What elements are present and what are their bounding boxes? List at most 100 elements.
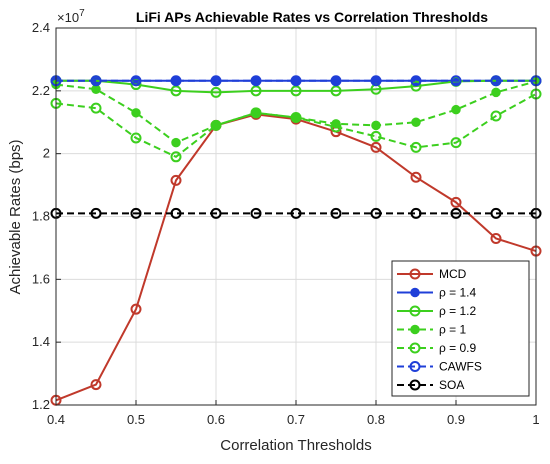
data-point-mcd xyxy=(490,232,502,244)
x-tick-label: 0.7 xyxy=(287,412,305,427)
y-axis-label: Achievable Rates (bps) xyxy=(7,139,24,294)
legend-label: CAWFS xyxy=(439,360,482,374)
x-tick-label: 1 xyxy=(532,412,539,427)
data-point-rho-1 xyxy=(411,117,421,127)
legend-label: ρ = 0.9 xyxy=(439,341,477,355)
legend-item-rho-1: ρ = 1 xyxy=(397,323,467,337)
data-point-rho-0-9 xyxy=(90,102,102,114)
x-axis-label: Correlation Thresholds xyxy=(220,437,371,454)
data-point-rho-1-2 xyxy=(250,85,262,97)
data-point-soa xyxy=(330,207,342,219)
legend-item-soa: SOA xyxy=(397,378,464,392)
legend-swatch-marker xyxy=(409,379,421,391)
data-point-rho-1-2 xyxy=(410,80,422,92)
data-point-rho-0-9 xyxy=(170,151,182,163)
y-tick-label: 2.2 xyxy=(32,83,50,98)
data-point-rho-1 xyxy=(131,108,141,118)
legend-label: SOA xyxy=(439,378,464,392)
data-point-mcd xyxy=(410,171,422,183)
legend-item-mcd: MCD xyxy=(397,267,467,281)
data-point-rho-1 xyxy=(371,120,381,131)
data-point-rho-0-9 xyxy=(490,110,502,122)
legend-swatch-marker xyxy=(410,287,420,298)
data-point-rho-1-2 xyxy=(290,85,302,97)
data-point-soa xyxy=(210,207,222,219)
y-tick-label: 2 xyxy=(43,146,50,161)
data-point-rho-1 xyxy=(171,137,181,148)
data-point-rho-1-2 xyxy=(210,86,222,98)
data-point-cawfs xyxy=(450,75,462,87)
data-point-rho-0-9 xyxy=(370,130,382,142)
data-point-soa xyxy=(370,207,382,219)
data-point-soa xyxy=(90,207,102,219)
legend-label: MCD xyxy=(439,267,467,281)
data-point-soa xyxy=(250,207,262,219)
data-point-soa xyxy=(170,207,182,219)
data-point-rho-1-2 xyxy=(170,85,182,97)
x-tick-label: 0.9 xyxy=(447,412,465,427)
data-point-cawfs xyxy=(130,75,142,87)
legend-swatch-marker xyxy=(409,305,421,317)
series-line-rho-0-9 xyxy=(55,93,537,158)
data-point-soa xyxy=(450,207,462,219)
legend-item-rho-1-2: ρ = 1.2 xyxy=(397,304,477,318)
data-point-rho-0-9 xyxy=(410,141,422,153)
chart-title: LiFi APs Achievable Rates vs Correlation… xyxy=(136,9,488,25)
legend-item-rho-1-4: ρ = 1.4 xyxy=(397,286,477,300)
y-tick-label: 1.2 xyxy=(32,397,50,412)
axis-multiplier-exponent: 7 xyxy=(79,8,85,19)
data-point-rho-0-9 xyxy=(210,119,222,131)
data-point-mcd xyxy=(90,379,102,391)
ticks-layer: 0.4 0.5 0.6 0.7 0.8 0.9 1 1.2 1.4 1.6 1.8 2 2.2 2.4 xyxy=(32,20,540,427)
data-point-mcd xyxy=(130,303,142,315)
legend-label: ρ = 1 xyxy=(439,323,467,337)
y-tick-label: 2.4 xyxy=(32,20,50,35)
series-rho-1 xyxy=(51,76,541,148)
y-tick-label: 1.6 xyxy=(32,271,50,286)
legend-swatch-marker xyxy=(410,324,420,335)
data-point-cawfs xyxy=(90,75,102,87)
legend-label: ρ = 1.2 xyxy=(439,304,477,318)
data-point-cawfs xyxy=(370,75,382,87)
legend-entries: MCD ρ = 1.4 ρ = 1.2 ρ = 1 ρ = 0.9 CAWFS SOA xyxy=(397,267,482,392)
legend-swatch-marker xyxy=(409,342,421,354)
legend-swatch-marker xyxy=(409,268,421,280)
x-tick-label: 0.8 xyxy=(367,412,385,427)
data-point-soa xyxy=(290,207,302,219)
data-point-rho-0-9 xyxy=(250,107,262,119)
data-point-cawfs xyxy=(210,75,222,87)
data-point-rho-1 xyxy=(91,84,101,95)
legend-swatch-marker xyxy=(409,361,421,372)
data-point-cawfs xyxy=(290,75,302,87)
data-point-rho-1 xyxy=(491,87,501,98)
data-point-mcd xyxy=(170,174,182,186)
data-point-rho-0-9 xyxy=(130,132,142,144)
legend-label: ρ = 1.4 xyxy=(439,286,477,300)
data-point-rho-0-9 xyxy=(330,121,342,133)
data-point-soa xyxy=(490,207,502,219)
y-tick-label: 1.4 xyxy=(32,334,50,349)
x-tick-label: 0.4 xyxy=(47,412,65,427)
data-point-cawfs xyxy=(330,75,342,87)
legend: MCD ρ = 1.4 ρ = 1.2 ρ = 1 ρ = 0.9 CAWFS SOA xyxy=(391,260,530,397)
data-point-rho-0-9 xyxy=(450,137,462,149)
data-point-rho-1-2 xyxy=(330,85,342,97)
x-tick-label: 0.5 xyxy=(127,412,145,427)
data-point-cawfs xyxy=(490,75,502,87)
data-point-cawfs xyxy=(170,75,182,87)
data-point-mcd xyxy=(370,141,382,153)
legend-item-cawfs: CAWFS xyxy=(397,360,482,374)
data-point-cawfs xyxy=(410,75,422,87)
axis-multiplier: ×107 xyxy=(57,8,85,25)
data-point-rho-1 xyxy=(451,104,461,115)
data-point-mcd xyxy=(450,196,462,208)
series-cawfs xyxy=(50,75,542,87)
y-tick-label: 1.8 xyxy=(32,209,50,224)
data-point-cawfs xyxy=(250,75,262,87)
legend-item-rho-0-9: ρ = 0.9 xyxy=(397,341,477,355)
data-point-rho-0-9 xyxy=(290,112,302,124)
data-point-soa xyxy=(410,207,422,219)
data-point-soa xyxy=(130,207,142,219)
x-tick-label: 0.6 xyxy=(207,412,225,427)
